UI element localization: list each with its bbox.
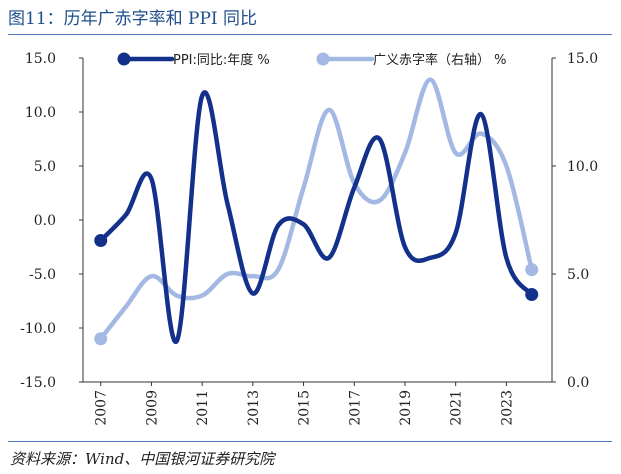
x-tick-label: 2021 [449, 390, 465, 426]
deficit-end-marker [525, 263, 539, 277]
deficit-start-marker [94, 332, 108, 346]
ppi-line [98, 90, 534, 344]
x-tick-label: 2019 [398, 390, 414, 426]
left-tick-label: -5.0 [29, 267, 56, 283]
right-tick-label: 5.0 [567, 267, 589, 283]
x-tick-label: 2023 [499, 390, 515, 426]
bottom-rule [8, 441, 612, 442]
right-tick-label: 15.0 [567, 51, 598, 67]
legend-deficit-label: 广义赤字率（右轴） % [373, 52, 507, 68]
x-tick-label: 2015 [297, 390, 313, 426]
x-tick-label: 2013 [246, 390, 262, 426]
source-note: 资料来源：Wind、中国银河证券研究院 [10, 450, 275, 468]
ppi-end-marker [525, 288, 539, 302]
right-tick-label: 10.0 [567, 159, 598, 175]
left-tick-label: 0.0 [34, 213, 56, 229]
left-tick-label: 15.0 [25, 51, 56, 67]
ppi-start-marker [94, 234, 108, 248]
legend-deficit-marker [316, 52, 330, 66]
x-tick-label: 2011 [195, 390, 211, 426]
left-tick-label: 5.0 [34, 159, 56, 175]
legend-ppi-label: PPI:同比:年度 % [173, 52, 270, 68]
left-tick-label: 10.0 [25, 105, 56, 121]
deficit-line [98, 77, 534, 342]
left-tick-label: -10.0 [20, 321, 56, 337]
left-tick-label: -15.0 [20, 375, 56, 391]
top-rule [8, 34, 612, 35]
x-tick-label: 2007 [94, 390, 110, 426]
figure-title: 图11：历年广赤字率和 PPI 同比 [8, 9, 258, 29]
legend-ppi-marker [117, 52, 131, 66]
x-tick-label: 2017 [347, 390, 363, 426]
x-tick-label: 2009 [144, 390, 160, 426]
right-tick-label: 0.0 [567, 375, 589, 391]
